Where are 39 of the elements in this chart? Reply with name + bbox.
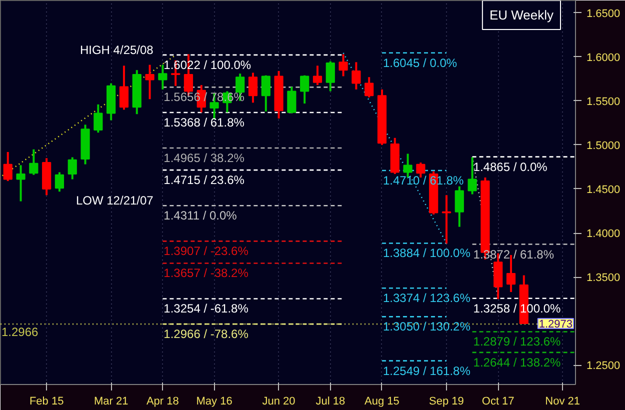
data-label: 1.3657 / -38.2% xyxy=(164,266,249,280)
data-label: 1.4715 / 23.6% xyxy=(164,173,245,188)
x-tick-label: Oct 17 xyxy=(482,396,514,408)
y-tick-label: 1.5000 xyxy=(586,140,620,152)
data-label: 1.2879 / 123.6% xyxy=(473,334,562,349)
y-tick-label: 1.2500 xyxy=(586,360,620,372)
data-label: 1.2549 / 161.8% xyxy=(382,364,471,378)
data-label: 1.2966 xyxy=(2,325,39,340)
x-tick-label: Sep 19 xyxy=(429,396,464,408)
text: EU Weekly xyxy=(489,8,554,22)
data-label: 1.3050 / 130.2% xyxy=(382,320,471,334)
y-tick-label: 1.4000 xyxy=(586,228,620,240)
data-label: 1.5368 / 61.8% xyxy=(164,116,245,130)
data-label: 1.6045 / 0.0% xyxy=(382,56,458,70)
data-label: 1.4311 / 0.0% xyxy=(164,208,238,223)
y-tick-label: 1.6000 xyxy=(586,52,620,64)
x-tick-label: Apr 18 xyxy=(146,396,179,408)
data-label: 1.3374 / 123.6% xyxy=(382,291,471,306)
data-label: 1.2644 / 138.2% xyxy=(473,355,562,370)
data-label: 1.4965 / 38.2% xyxy=(164,151,245,166)
data-label: 1.2966 / -78.6% xyxy=(164,327,249,342)
y-tick-label: 1.3500 xyxy=(586,272,620,284)
x-tick-label: Mar 21 xyxy=(94,396,128,408)
x-tick-label: Aug 15 xyxy=(364,396,400,408)
annotation: 1.2973 xyxy=(538,318,573,330)
data-label: 1.3907 / -23.6% xyxy=(164,244,249,258)
y-tick-label: 1.5500 xyxy=(586,96,620,108)
x-tick-label: May 16 xyxy=(196,396,232,408)
x-tick-label: Jun 20 xyxy=(262,396,296,408)
data-label: 1.4865 / 0.0% xyxy=(473,160,548,174)
annotation: LOW 12/21/07 xyxy=(76,194,154,208)
y-tick-label: 1.6500 xyxy=(586,8,620,20)
annotation: HIGH 4/25/08 xyxy=(80,42,154,57)
data-label: 1.3884 / 100.0% xyxy=(382,246,471,260)
data-label: 1.3254 / -61.8% xyxy=(164,302,249,316)
y-tick-label: 1.4500 xyxy=(586,184,620,196)
x-tick-label: Nov 21 xyxy=(545,396,580,408)
x-tick-label: Jul 18 xyxy=(316,396,346,408)
x-tick-label: Feb 15 xyxy=(29,396,64,408)
